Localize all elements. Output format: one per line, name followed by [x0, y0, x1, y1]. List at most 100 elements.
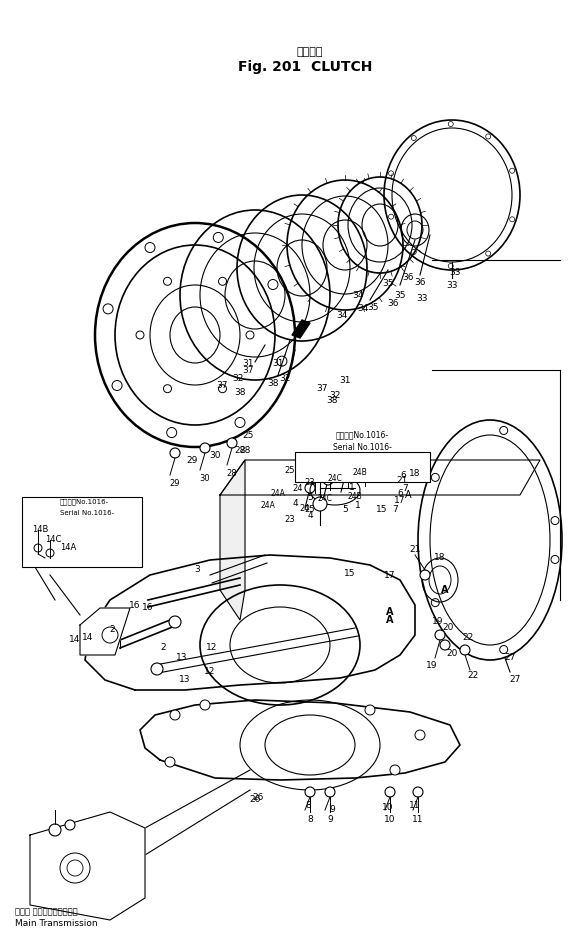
Text: 24A: 24A: [271, 488, 286, 498]
Text: 11: 11: [409, 800, 421, 810]
Text: 25: 25: [304, 505, 315, 515]
Text: 26: 26: [249, 795, 260, 805]
Circle shape: [305, 483, 315, 493]
Circle shape: [486, 134, 491, 139]
Circle shape: [103, 304, 113, 314]
Circle shape: [510, 217, 515, 222]
Text: 4: 4: [292, 499, 298, 507]
Text: 30: 30: [209, 450, 221, 460]
Circle shape: [170, 448, 180, 458]
Text: 38: 38: [267, 378, 279, 388]
Text: 1: 1: [349, 483, 355, 491]
Circle shape: [246, 331, 254, 339]
Circle shape: [170, 710, 180, 720]
Text: 15: 15: [376, 505, 388, 515]
Text: 26: 26: [253, 793, 264, 803]
Text: 13: 13: [179, 676, 191, 684]
Circle shape: [551, 556, 559, 563]
Bar: [295, 452, 430, 482]
Text: 7: 7: [402, 483, 408, 493]
Circle shape: [268, 280, 278, 289]
Text: 36: 36: [387, 299, 399, 307]
Circle shape: [389, 171, 393, 175]
Circle shape: [448, 121, 453, 126]
Circle shape: [431, 473, 439, 482]
Text: 33: 33: [416, 294, 428, 302]
Text: 37: 37: [216, 380, 228, 390]
Text: 28: 28: [239, 446, 251, 454]
Text: 24A: 24A: [260, 501, 275, 509]
Polygon shape: [220, 460, 540, 495]
Circle shape: [164, 278, 172, 285]
Text: クラッチ: クラッチ: [297, 47, 323, 57]
Text: 33: 33: [449, 267, 461, 277]
Circle shape: [486, 251, 491, 256]
Circle shape: [448, 264, 453, 268]
Circle shape: [361, 464, 369, 472]
Circle shape: [60, 853, 90, 883]
Circle shape: [440, 640, 450, 650]
Text: A: A: [386, 607, 394, 617]
Text: Fig. 201  CLUTCH: Fig. 201 CLUTCH: [238, 60, 372, 74]
Circle shape: [435, 630, 445, 640]
Text: 8: 8: [305, 800, 311, 810]
Circle shape: [164, 385, 172, 392]
Circle shape: [326, 468, 334, 476]
Text: 31: 31: [339, 375, 351, 385]
Text: 34: 34: [336, 311, 348, 319]
Circle shape: [218, 385, 226, 392]
Circle shape: [34, 544, 42, 552]
Text: 19: 19: [432, 617, 444, 627]
Circle shape: [235, 417, 245, 428]
Circle shape: [65, 820, 75, 830]
Circle shape: [385, 787, 395, 797]
Text: 31: 31: [242, 358, 254, 368]
Text: 17: 17: [384, 571, 396, 579]
Text: 6: 6: [400, 470, 406, 480]
Text: 22: 22: [467, 670, 479, 680]
Text: 24B: 24B: [353, 467, 368, 477]
Circle shape: [323, 475, 333, 485]
Text: 23: 23: [305, 478, 315, 486]
Text: メイン トランスミッション: メイン トランスミッション: [15, 907, 78, 917]
Text: 33: 33: [446, 281, 458, 289]
Text: 7: 7: [392, 505, 398, 515]
Text: 37: 37: [242, 366, 254, 374]
Text: 20: 20: [442, 624, 454, 632]
Text: 24C: 24C: [328, 473, 343, 483]
Circle shape: [415, 730, 425, 740]
Text: 17: 17: [394, 496, 406, 504]
Text: 35: 35: [382, 279, 394, 287]
Text: 37: 37: [316, 384, 328, 392]
Text: 29: 29: [186, 455, 198, 465]
Text: 28: 28: [227, 468, 237, 478]
Circle shape: [510, 168, 515, 173]
Circle shape: [341, 467, 351, 477]
Text: 15: 15: [344, 569, 356, 577]
Text: 5: 5: [342, 505, 348, 515]
Circle shape: [166, 428, 177, 438]
Circle shape: [389, 214, 393, 219]
Circle shape: [200, 443, 210, 453]
Text: 18: 18: [434, 554, 446, 562]
Text: 36: 36: [402, 272, 414, 282]
Text: 34: 34: [352, 290, 364, 300]
Text: 28: 28: [234, 446, 246, 454]
Circle shape: [500, 646, 508, 653]
Text: A: A: [405, 490, 412, 500]
Text: 35: 35: [367, 302, 378, 312]
Text: 21: 21: [396, 476, 408, 484]
Circle shape: [213, 232, 223, 243]
Text: 24: 24: [293, 483, 303, 493]
Text: 27: 27: [510, 674, 520, 684]
Circle shape: [165, 757, 175, 767]
Circle shape: [412, 249, 416, 254]
Text: 23: 23: [284, 516, 295, 524]
Circle shape: [551, 517, 559, 524]
Text: 14B: 14B: [32, 525, 48, 535]
Text: 24: 24: [300, 503, 310, 513]
Text: 1: 1: [355, 501, 361, 509]
Text: 31: 31: [272, 358, 284, 368]
Text: 29: 29: [170, 479, 180, 487]
Text: 24C: 24C: [317, 494, 332, 502]
